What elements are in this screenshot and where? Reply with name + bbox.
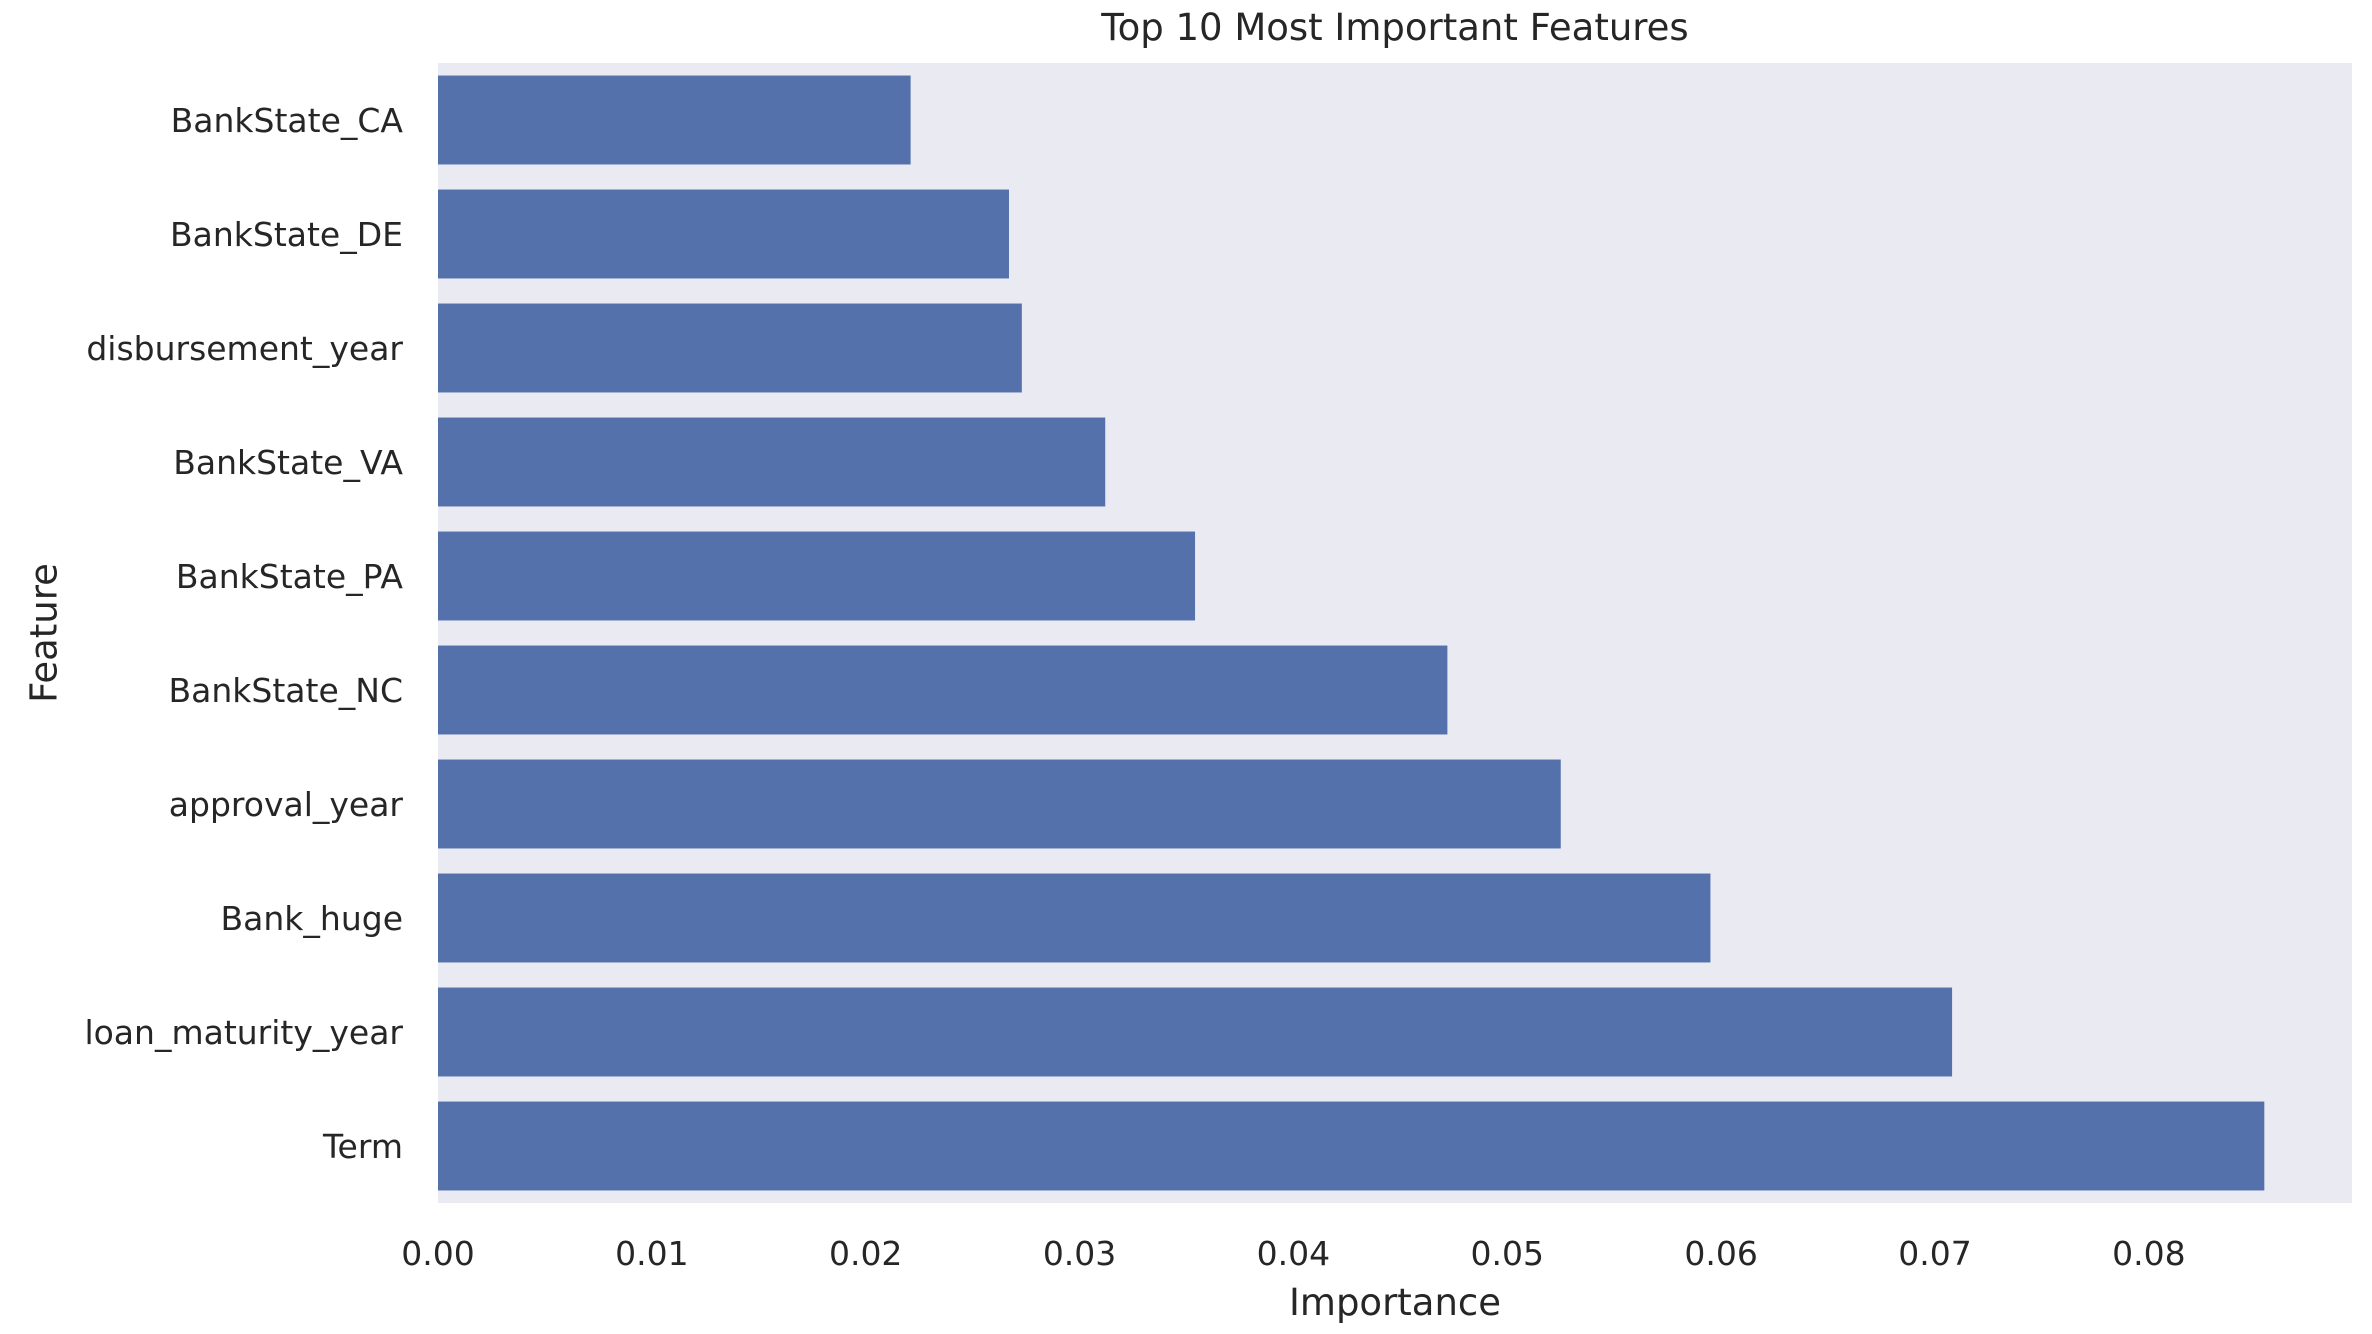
y-tick-label: Term bbox=[322, 1127, 403, 1166]
x-tick-label: 0.04 bbox=[1257, 1234, 1330, 1273]
y-axis-label: Feature bbox=[23, 563, 66, 703]
x-tick-labels: 0.00 0.01 0.02 0.03 0.04 0.05 0.06 0.07 0.08 bbox=[401, 1234, 2185, 1273]
x-tick-label: 0.01 bbox=[615, 1234, 688, 1273]
bar-bankstate-ca bbox=[438, 75, 911, 165]
y-tick-labels: BankState_CA BankState_DE disbursement_yea… bbox=[84, 101, 403, 1166]
bar-bankstate-pa bbox=[438, 531, 1196, 621]
bar-bank-huge bbox=[438, 873, 1711, 963]
bars-group bbox=[438, 75, 2265, 1191]
x-tick-label: 0.03 bbox=[1043, 1234, 1116, 1273]
bar-approval-year bbox=[438, 759, 1561, 849]
bar-loan-maturity-year bbox=[438, 987, 1953, 1077]
x-tick-label: 0.00 bbox=[401, 1234, 474, 1273]
bar-disbursement-year bbox=[438, 303, 1022, 393]
y-tick-label: approval_year bbox=[169, 785, 404, 824]
y-tick-label: BankState_NC bbox=[169, 671, 403, 710]
x-tick-label: 0.06 bbox=[1684, 1234, 1757, 1273]
x-tick-label: 0.07 bbox=[1898, 1234, 1971, 1273]
y-tick-label: loan_maturity_year bbox=[84, 1013, 403, 1052]
x-tick-label: 0.05 bbox=[1471, 1234, 1544, 1273]
y-tick-label: BankState_PA bbox=[176, 557, 404, 596]
y-tick-label: Bank_huge bbox=[221, 899, 403, 938]
bar-term bbox=[438, 1101, 2265, 1191]
bar-bankstate-nc bbox=[438, 645, 1448, 735]
bar-bankstate-va bbox=[438, 417, 1106, 507]
bar-bankstate-de bbox=[438, 189, 1009, 279]
y-tick-label: BankState_VA bbox=[173, 443, 403, 482]
y-tick-label: BankState_DE bbox=[170, 215, 403, 254]
x-tick-label: 0.08 bbox=[2112, 1234, 2185, 1273]
x-axis-label: Importance bbox=[1289, 1281, 1501, 1324]
y-tick-label: disbursement_year bbox=[86, 329, 403, 368]
y-tick-label: BankState_CA bbox=[171, 101, 404, 140]
x-tick-label: 0.02 bbox=[829, 1234, 902, 1273]
chart-title: Top 10 Most Important Features bbox=[1100, 6, 1688, 49]
